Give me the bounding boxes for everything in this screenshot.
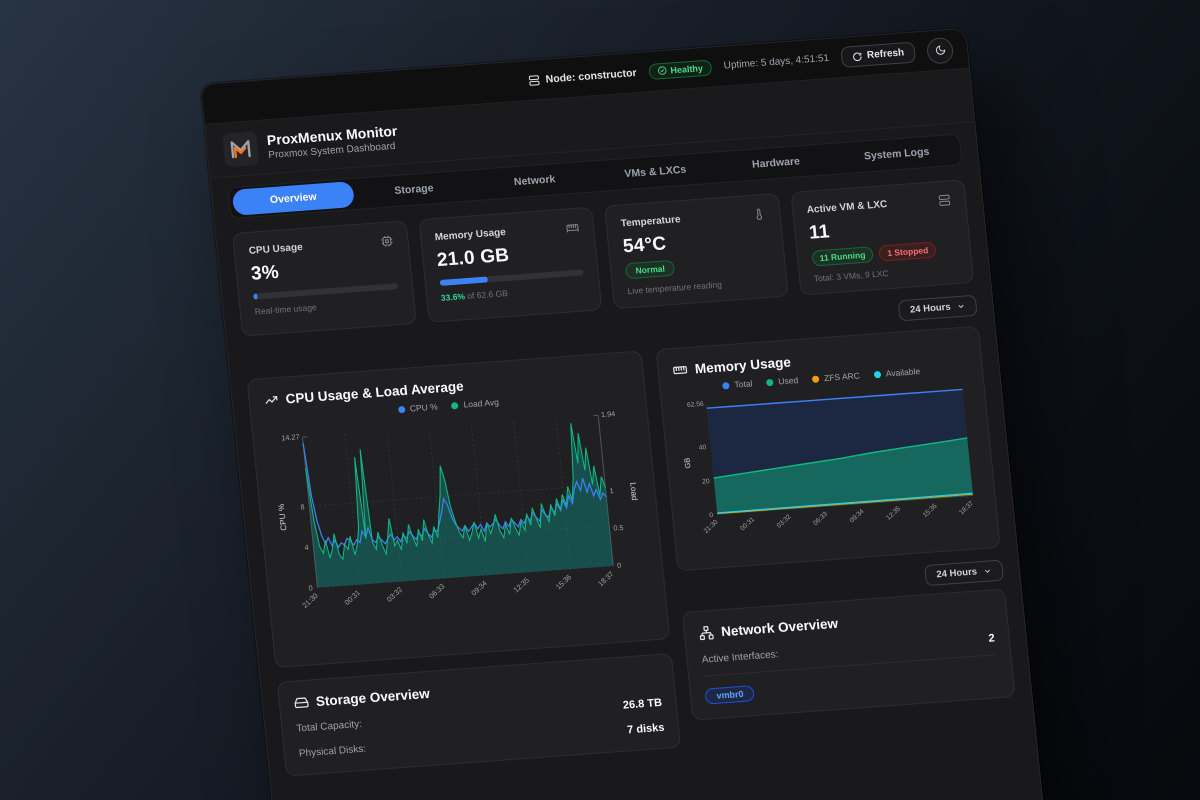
memory-subtitle: 33.6% of 62.6 GB [440,288,509,303]
trending-up-icon [265,395,278,405]
storage-card-title: Storage Overview [315,685,431,709]
svg-text:14.27: 14.27 [281,432,300,442]
svg-text:1.94: 1.94 [601,409,616,419]
server-icon [528,74,540,86]
svg-text:1: 1 [609,486,614,495]
network-overview-card: Network Overview Active Interfaces: 2 vm… [682,588,1016,721]
tab-system-logs[interactable]: System Logs [863,145,930,163]
svg-text:18:37: 18:37 [596,569,615,588]
temperature-subtitle: Live temperature reading [627,279,723,297]
svg-text:0: 0 [617,561,622,570]
svg-text:0: 0 [308,583,313,592]
uptime-text: Uptime: 5 days, 4:51:51 [723,52,830,72]
cpu-icon [380,235,393,247]
svg-text:06:33: 06:33 [813,511,830,528]
svg-text:0: 0 [709,512,714,519]
cpu-subtitle: Real-time usage [254,302,318,317]
time-range-select[interactable]: 24 Hours [898,294,978,322]
svg-text:00:31: 00:31 [740,516,757,533]
node-label: Node: constructor [545,66,638,86]
vm-card-title: Active VM & LXC [806,199,888,216]
tab-vms-lxcs[interactable]: VMs & LXCs [623,163,687,181]
hard-drive-icon [294,697,309,708]
svg-text:15:36: 15:36 [554,572,573,591]
proxmenux-logo [221,130,260,167]
memory-chart-title: Memory Usage [694,354,792,377]
svg-text:09:34: 09:34 [849,508,866,525]
memory-icon [566,224,579,233]
svg-text:03:32: 03:32 [776,513,793,530]
storage-overview-card: Storage Overview Total Capacity: 26.8 TB… [276,652,682,777]
moon-icon [935,45,945,55]
cpu-load-chart: 0 4 8 21:30 00:31 03:32 06:33 09:34 12:35 15:36 18… [277,409,639,610]
svg-text:06:33: 06:33 [427,582,446,601]
vm-stopped-badge: 1 Stopped [878,241,938,262]
svg-text:40: 40 [699,444,707,452]
svg-text:4: 4 [304,543,309,552]
interface-badge: vmbr0 [704,685,756,705]
cpu-card-title: CPU Usage [248,241,304,257]
svg-text:09:34: 09:34 [469,579,488,598]
top-status-bar: Node: constructor Healthy Uptime: 5 days… [201,28,970,125]
main-content: Overview Storage Network VMs & LXCs Hard… [210,122,1035,793]
check-circle-icon [657,66,667,75]
svg-text:21:30: 21:30 [300,591,319,610]
cpu-usage-card: CPU Usage 3% Real-time usage [231,220,417,337]
refresh-button[interactable]: Refresh [840,41,917,68]
vm-running-badge: 11 Running [810,246,875,267]
tab-hardware[interactable]: Hardware [751,155,801,171]
network-card-title: Network Overview [720,616,839,640]
svg-text:GB: GB [683,457,693,469]
dashboard-window: Node: constructor Healthy Uptime: 5 days… [200,27,1060,800]
server-stack-icon [938,194,951,206]
cpu-value: 3% [250,261,280,285]
svg-text:15:36: 15:36 [922,502,939,519]
health-status-badge: Healthy [647,59,713,80]
stats-row: CPU Usage 3% Real-time usage Memory Usag… [231,179,975,337]
svg-text:0.5: 0.5 [613,523,624,533]
tab-storage[interactable]: Storage [393,182,435,198]
svg-text:62.56: 62.56 [687,401,705,409]
svg-text:00:31: 00:31 [343,588,362,607]
memory-value: 21.0 GB [436,244,511,272]
refresh-icon [852,52,862,61]
temperature-status-badge: Normal [624,259,676,280]
memory-chart: 0 20 40 21:30 00:31 03:32 06:33 09:34 12:35 15:36… [683,387,976,536]
time-range-select-2[interactable]: 24 Hours [924,559,1005,587]
cpu-load-chart-card: CPU Usage & Load Average CPU % Load Avg … [246,350,671,668]
memory-card-title: Memory Usage [434,227,507,244]
svg-text:20: 20 [702,478,710,486]
theme-toggle-button[interactable] [925,36,955,65]
network-icon [700,626,715,641]
svg-text:12:35: 12:35 [512,576,531,595]
temperature-card-title: Temperature [620,214,682,230]
svg-text:18:37: 18:37 [959,500,976,517]
svg-text:Load: Load [628,482,639,501]
active-vm-lxc-card: Active VM & LXC 11 11 Running 1 Stopped … [789,179,975,296]
chevron-down-icon [984,569,991,574]
node-indicator: Node: constructor [527,67,637,87]
vm-subtitle: Total: 3 VMs, 9 LXC [813,268,890,284]
app-header: ProxMenux Monitor Proxmox System Dashboa… [205,68,975,179]
svg-text:12:35: 12:35 [886,505,903,522]
thermometer-icon [756,208,762,220]
svg-text:21:30: 21:30 [703,519,720,536]
vm-count-value: 11 [808,221,831,244]
tab-network[interactable]: Network [513,173,556,189]
memory-usage-card: Memory Usage 21.0 GB 33.6% of 62.6 GB [417,206,603,323]
chevron-down-icon [958,304,964,309]
tab-overview[interactable]: Overview [231,181,355,216]
temperature-card: Temperature 54°C Normal Live temperature… [603,192,789,310]
svg-text:03:32: 03:32 [385,585,404,604]
memory-icon [673,365,688,375]
svg-text:CPU %: CPU % [277,503,289,531]
svg-text:8: 8 [300,502,305,511]
memory-chart-card: Memory Usage Total Used ZFS ARC Availabl… [655,325,1001,572]
